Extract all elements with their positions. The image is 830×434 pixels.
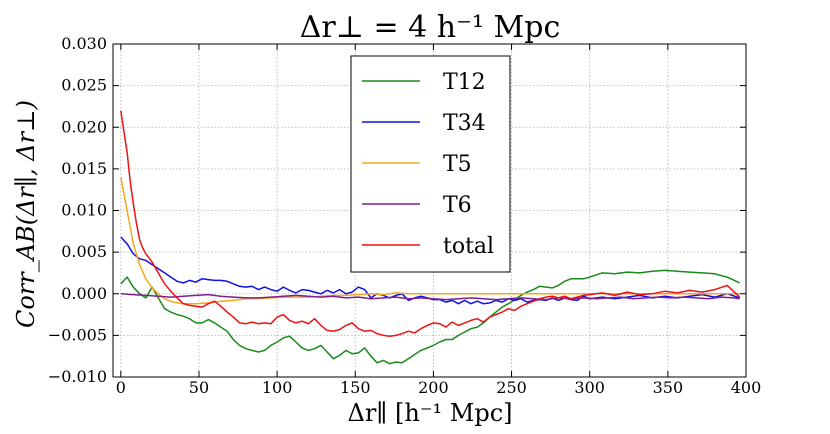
y-tick-label: 0.020 [61, 117, 107, 136]
series-lines [120, 110, 741, 365]
y-tick-label: 0.010 [61, 201, 107, 220]
series-line-t5 [120, 177, 740, 305]
x-tick-label: 50 [189, 378, 209, 397]
chart-title: Δr⊥ = 4 h⁻¹ Mpc [300, 10, 561, 45]
x-tick-label: 350 [653, 378, 684, 397]
y-tick-label: −0.005 [48, 325, 107, 344]
y-tick-label: 0.030 [61, 34, 107, 53]
x-tick-label: 400 [731, 378, 762, 397]
legend-label-t6: T6 [443, 193, 472, 218]
series-line-t12 [120, 269, 741, 365]
y-axis-label: Corr_AB(Δr∥, Δr⊥) [12, 100, 40, 328]
x-tick-label: 150 [340, 378, 371, 397]
x-tick-label: 250 [496, 378, 527, 397]
legend-label-t34: T34 [443, 111, 486, 136]
x-tick-label: 100 [262, 378, 293, 397]
legend: T12 T34 T5 T6 total [350, 55, 511, 273]
series-line-t6 [120, 293, 740, 301]
x-tick-label: 300 [574, 378, 605, 397]
legend-label-total: total [443, 234, 494, 259]
plot-frame [112, 43, 747, 378]
y-tick-label: 0.025 [61, 76, 107, 95]
legend-box [350, 55, 511, 273]
x-tick-label: 0 [116, 378, 126, 397]
y-tick-label: −0.010 [48, 367, 107, 386]
series-line-total [120, 110, 741, 337]
legend-label-t5: T5 [443, 152, 472, 177]
y-tick-label: 0.015 [61, 159, 107, 178]
x-axis-label: Δr∥ [h⁻¹ Mpc] [348, 399, 513, 427]
legend-label-t12: T12 [443, 70, 486, 95]
y-tick-label: 0.000 [61, 284, 107, 303]
ticks: 0 50 100 150 200 250 300 350 400 −0.010 −0.005 0.00… [48, 34, 761, 397]
y-tick-label: 0.005 [61, 242, 107, 261]
x-tick-label: 200 [418, 378, 449, 397]
